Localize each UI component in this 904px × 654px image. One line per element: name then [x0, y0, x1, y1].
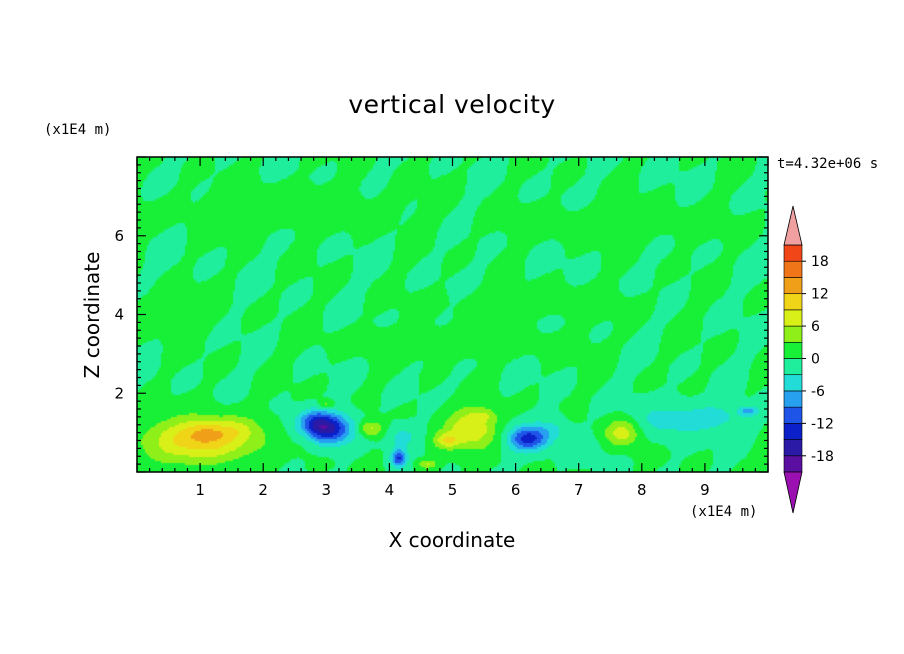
- colorbar-band: [783, 423, 803, 440]
- contour-fill-image: [137, 157, 768, 472]
- colorbar-labels: 18 12 6 0 -6 -12 -18: [802, 254, 834, 465]
- y-unit-label: (x1E4 m): [44, 122, 111, 138]
- colorbar-band: [783, 358, 803, 376]
- y-tick-labels: 2 4 6: [114, 227, 124, 403]
- x-tick-label: 2: [258, 481, 268, 499]
- colorbar-over-triangle: [783, 205, 803, 246]
- y-tick-label: 6: [114, 227, 124, 245]
- colorbar-band: [783, 455, 803, 473]
- colorbar-band: [783, 244, 803, 262]
- contour-field: [137, 157, 768, 472]
- x-tick-label: 5: [448, 481, 458, 499]
- chart-title: vertical velocity: [348, 90, 555, 119]
- y-tick-label: 2: [114, 384, 124, 402]
- time-label: t=4.32e+06 s: [777, 156, 878, 172]
- colorbar-label: 18: [811, 254, 829, 270]
- axis-ticks: [136, 156, 769, 473]
- colorbar-band: [783, 293, 803, 311]
- colorbar-under-triangle: [783, 471, 803, 514]
- y-axis-label: Z coordinate: [80, 252, 104, 379]
- x-tick-label: 8: [637, 481, 647, 499]
- colorbar-label: 12: [811, 287, 829, 303]
- x-unit-label: (x1E4 m): [690, 504, 757, 520]
- colorbar: [783, 205, 803, 514]
- colorbar-band: [783, 374, 803, 392]
- colorbar-label: -12: [811, 416, 834, 432]
- colorbar-label: -6: [811, 384, 825, 400]
- x-tick-label: 6: [511, 481, 521, 499]
- x-tick-label: 3: [322, 481, 332, 499]
- x-tick-label: 7: [574, 481, 584, 499]
- colorbar-label: 6: [811, 319, 820, 335]
- colorbar-band: [783, 277, 803, 294]
- colorbar-label: 0: [811, 352, 820, 368]
- x-axis-label: X coordinate: [389, 528, 516, 552]
- x-tick-label: 9: [700, 481, 710, 499]
- colorbar-band: [783, 309, 803, 327]
- x-tick-labels: 1 2 3 4 5 6 7 8 9: [195, 481, 709, 499]
- colorbar-label: -18: [811, 449, 834, 465]
- colorbar-band: [783, 390, 803, 408]
- y-tick-label: 4: [114, 306, 124, 324]
- colorbar-band: [783, 439, 803, 457]
- x-tick-label: 4: [385, 481, 395, 499]
- x-tick-label: 1: [195, 481, 205, 499]
- colorbar-band: [783, 260, 803, 278]
- colorbar-band: [783, 406, 803, 424]
- colorbar-band: [783, 341, 803, 359]
- colorbar-band: [783, 325, 803, 343]
